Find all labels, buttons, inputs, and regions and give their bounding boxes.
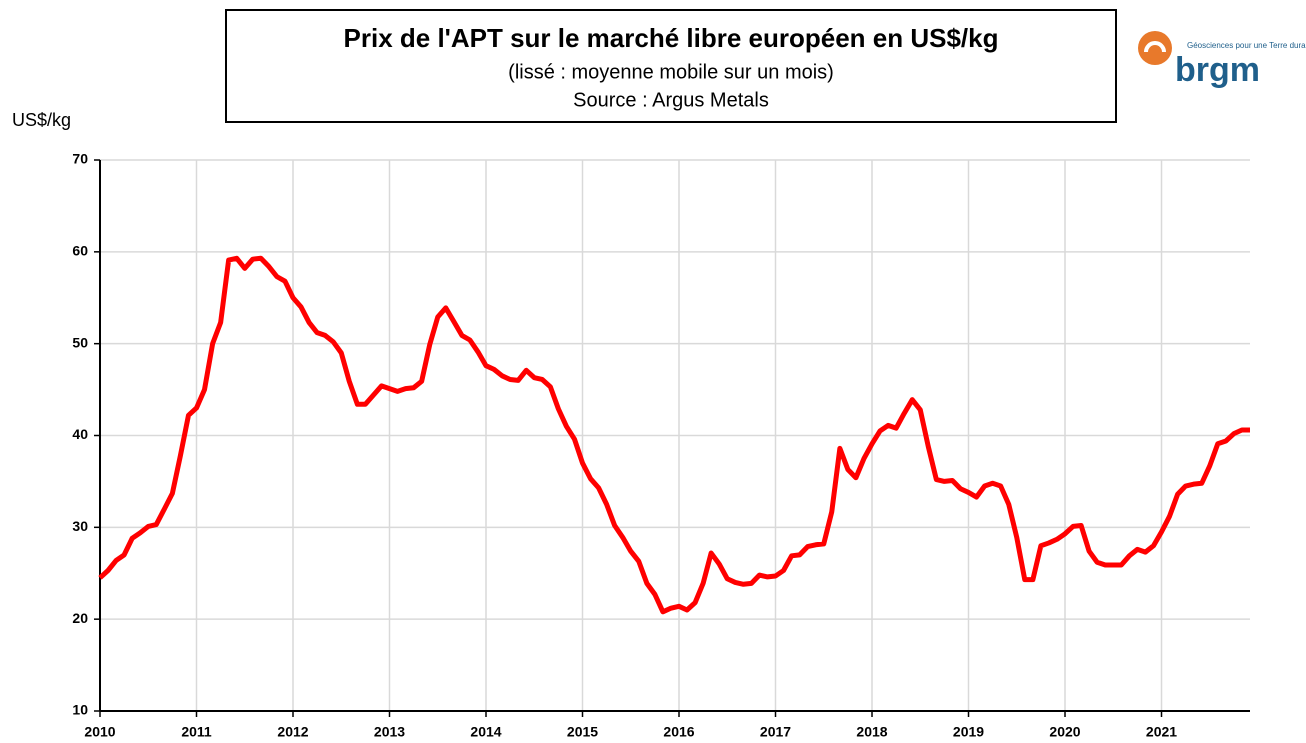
x-tick-label: 2021 (1146, 724, 1177, 740)
x-tick-label: 2016 (663, 724, 694, 740)
x-tick-label: 2017 (760, 724, 791, 740)
y-tick-label: 60 (72, 243, 88, 259)
y-tick-label: 40 (72, 426, 88, 442)
y-tick-label: 70 (72, 151, 88, 167)
x-tick-label: 2019 (953, 724, 984, 740)
y-tick-label: 30 (72, 518, 88, 534)
chart-source: Source : Argus Metals (573, 89, 769, 111)
chart-subtitle: (lissé : moyenne mobile sur un mois) (508, 61, 834, 83)
x-tick-label: 2010 (84, 724, 115, 740)
chart-title: Prix de l'APT sur le marché libre europé… (344, 23, 999, 53)
x-tick-label: 2018 (856, 724, 887, 740)
x-tick-label: 2011 (181, 724, 212, 740)
logo-mark (1138, 31, 1172, 65)
y-tick-label: 50 (72, 334, 88, 350)
logo-name: brgm (1175, 51, 1260, 89)
y-tick-label: 20 (72, 610, 88, 626)
x-tick-label: 2015 (567, 724, 598, 740)
logo-tagline: Géosciences pour une Terre durable (1187, 41, 1306, 50)
x-tick-label: 2013 (374, 724, 405, 740)
x-tick-label: 2014 (470, 724, 501, 740)
line-series (98, 255, 1250, 615)
y-tick-label: 10 (72, 702, 88, 718)
logo-arc (1144, 41, 1166, 53)
title-box (225, 9, 1117, 123)
logo: brgm Géosciences pour une Terre durable (1138, 31, 1306, 89)
x-tick-label: 2012 (277, 724, 308, 740)
x-tick-label: 2020 (1049, 724, 1080, 740)
y-axis-label: US$/kg (12, 110, 71, 130)
